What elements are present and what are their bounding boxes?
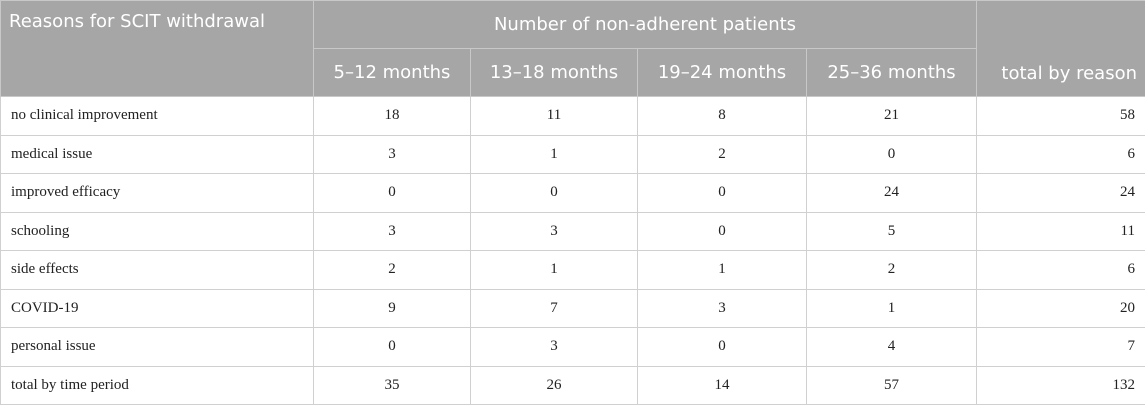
cell: 1 bbox=[471, 251, 638, 290]
cell: 0 bbox=[638, 328, 807, 367]
cell: 8 bbox=[638, 97, 807, 136]
cell: 7 bbox=[977, 328, 1145, 367]
cell: 35 bbox=[314, 366, 471, 405]
cell: 2 bbox=[638, 135, 807, 174]
row-label: COVID-19 bbox=[1, 289, 314, 328]
cell: 11 bbox=[471, 97, 638, 136]
cell: 0 bbox=[314, 174, 471, 213]
cell: 57 bbox=[807, 366, 977, 405]
cell: 0 bbox=[314, 328, 471, 367]
cell: 21 bbox=[807, 97, 977, 136]
column-header: 5–12 months bbox=[314, 49, 471, 97]
cell: 0 bbox=[638, 174, 807, 213]
cell: 18 bbox=[314, 97, 471, 136]
cell: 1 bbox=[471, 135, 638, 174]
cell: 20 bbox=[977, 289, 1145, 328]
cell: 14 bbox=[638, 366, 807, 405]
cell: 3 bbox=[471, 212, 638, 251]
cell: 26 bbox=[471, 366, 638, 405]
cell: 4 bbox=[807, 328, 977, 367]
cell: 1 bbox=[807, 289, 977, 328]
cell: 6 bbox=[977, 135, 1145, 174]
cell: 24 bbox=[807, 174, 977, 213]
row-label: personal issue bbox=[1, 328, 314, 367]
column-header: 19–24 months bbox=[638, 49, 807, 97]
cell: 0 bbox=[638, 212, 807, 251]
row-label-header: Reasons for SCIT withdrawal bbox=[1, 1, 314, 97]
cell: 132 bbox=[977, 366, 1145, 405]
cell: 0 bbox=[471, 174, 638, 213]
header-row: Reasons for SCIT withdrawal Number of no… bbox=[1, 1, 1145, 49]
total-header: total by reason bbox=[977, 1, 1145, 97]
cell: 3 bbox=[314, 212, 471, 251]
column-header: 25–36 months bbox=[807, 49, 977, 97]
table-header: Reasons for SCIT withdrawal Number of no… bbox=[1, 1, 1145, 97]
cell: 7 bbox=[471, 289, 638, 328]
cell: 3 bbox=[638, 289, 807, 328]
cell: 11 bbox=[977, 212, 1145, 251]
cell: 9 bbox=[314, 289, 471, 328]
row-label: no clinical improvement bbox=[1, 97, 314, 136]
column-header: 13–18 months bbox=[471, 49, 638, 97]
group-header: Number of non-adherent patients bbox=[314, 1, 977, 49]
cell: 0 bbox=[807, 135, 977, 174]
cell: 5 bbox=[807, 212, 977, 251]
cell: 58 bbox=[977, 97, 1145, 136]
cell: 6 bbox=[977, 251, 1145, 290]
row-label: improved efficacy bbox=[1, 174, 314, 213]
cell: 3 bbox=[314, 135, 471, 174]
row-label: total by time period bbox=[1, 366, 314, 405]
cell: 2 bbox=[314, 251, 471, 290]
cell: 2 bbox=[807, 251, 977, 290]
cell: 1 bbox=[638, 251, 807, 290]
cell: 3 bbox=[471, 328, 638, 367]
cell: 24 bbox=[977, 174, 1145, 213]
row-label: side effects bbox=[1, 251, 314, 290]
row-label: schooling bbox=[1, 212, 314, 251]
row-label: medical issue bbox=[1, 135, 314, 174]
